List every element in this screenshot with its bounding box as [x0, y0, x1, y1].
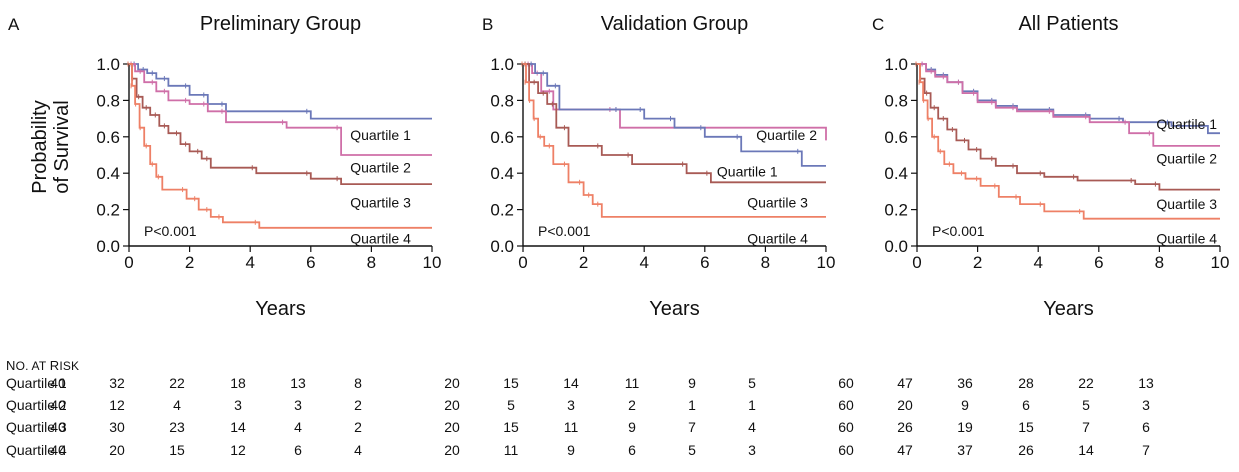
survival-curve	[523, 63, 827, 141]
survival-curve	[917, 63, 1220, 191]
series-label: Quartile 1	[1156, 116, 1217, 132]
series-label: Quartile 2	[756, 127, 817, 143]
survival-curve	[523, 63, 826, 218]
x-tick-label: 6	[700, 253, 709, 272]
y-tick-label: 1.0	[490, 55, 514, 74]
y-tick-label: 0.2	[96, 201, 120, 220]
x-tick-label: 6	[1094, 253, 1103, 272]
chart-title: Validation Group	[601, 13, 749, 35]
km-panel-c: C All Patients 0.0 0.2 0.4 0.6 0.8 1.0 0 2 4 6 8 10 Ye…	[872, 13, 1229, 320]
x-tick-label: 4	[1033, 253, 1042, 272]
y-tick-label: 1.0	[884, 55, 908, 74]
series-label: Quartile 4	[747, 231, 808, 247]
x-axis-label: Years	[255, 298, 305, 320]
x-tick-label: 8	[367, 253, 376, 272]
y-tick-label: 0.2	[490, 201, 514, 220]
series-label: Quartile 2	[1156, 151, 1217, 167]
y-tick-label: 0.8	[490, 91, 514, 110]
y-axis-label-line: Probability	[29, 100, 51, 193]
survival-curve	[523, 63, 826, 184]
chart-title: All Patients	[1018, 13, 1118, 35]
p-value-label: P<0.001	[538, 223, 591, 239]
series-label: Quartile 4	[350, 231, 411, 247]
y-tick-label: 0.6	[884, 128, 908, 147]
y-tick-label: 0.0	[884, 237, 908, 256]
x-tick-label: 2	[973, 253, 982, 272]
y-tick-label: 0.2	[884, 201, 908, 220]
x-tick-label: 8	[1155, 253, 1164, 272]
x-tick-label: 6	[306, 253, 315, 272]
y-tick-label: 0.4	[96, 164, 120, 183]
series-label: Quartile 1	[717, 163, 778, 179]
x-tick-label: 0	[518, 253, 527, 272]
x-tick-label: 4	[639, 253, 648, 272]
x-tick-label: 0	[912, 253, 921, 272]
x-tick-label: 2	[579, 253, 588, 272]
km-panel-a: A Preliminary Group 0.0 0.2 0.4 0.6 0.8 1.0 0 2 4 6…	[8, 13, 441, 320]
survival-curve	[129, 63, 432, 185]
km-panel-b: B Validation Group 0.0 0.2 0.4 0.6 0.8 1.0 0 2 4 6 8…	[482, 13, 835, 320]
x-tick-label: 10	[817, 253, 836, 272]
series-label: Quartile 3	[350, 194, 411, 210]
series-label: Quartile 1	[350, 127, 411, 143]
survival-curve	[129, 63, 432, 120]
series-label: Quartile 3	[1156, 196, 1217, 212]
panel-letter: A	[8, 15, 20, 34]
survival-curve	[129, 63, 432, 156]
y-tick-label: 0.8	[884, 91, 908, 110]
survival-curve	[523, 63, 826, 167]
y-tick-label: 0.6	[490, 128, 514, 147]
panel-letter: C	[872, 15, 884, 34]
y-tick-label: 0.4	[490, 164, 514, 183]
survival-curve	[917, 63, 1220, 135]
survival-curve	[917, 63, 1220, 220]
p-value-label: P<0.001	[144, 223, 197, 239]
survival-curve	[917, 63, 1220, 147]
chart-title: Preliminary Group	[200, 13, 361, 35]
x-tick-label: 10	[423, 253, 442, 272]
y-tick-label: 0.4	[884, 164, 908, 183]
y-tick-label: 0.8	[96, 91, 120, 110]
series-label: Quartile 3	[747, 194, 808, 210]
panel-letter: B	[482, 15, 493, 34]
x-tick-label: 2	[185, 253, 194, 272]
y-axis-label-line: of Survival	[51, 100, 73, 193]
y-tick-label: 0.6	[96, 128, 120, 147]
x-tick-label: 4	[245, 253, 254, 272]
x-axis-label: Years	[1043, 298, 1093, 320]
series-label: Quartile 2	[350, 160, 411, 176]
y-tick-label: 1.0	[96, 55, 120, 74]
x-tick-label: 8	[761, 253, 770, 272]
series-label: Quartile 4	[1156, 231, 1217, 247]
x-tick-label: 0	[124, 253, 133, 272]
y-tick-label: 0.0	[490, 237, 514, 256]
p-value-label: P<0.001	[932, 223, 985, 239]
x-tick-label: 10	[1211, 253, 1230, 272]
x-axis-label: Years	[649, 298, 699, 320]
y-axis-label: Probabilityof Survival	[29, 100, 73, 193]
y-tick-label: 0.0	[96, 237, 120, 256]
